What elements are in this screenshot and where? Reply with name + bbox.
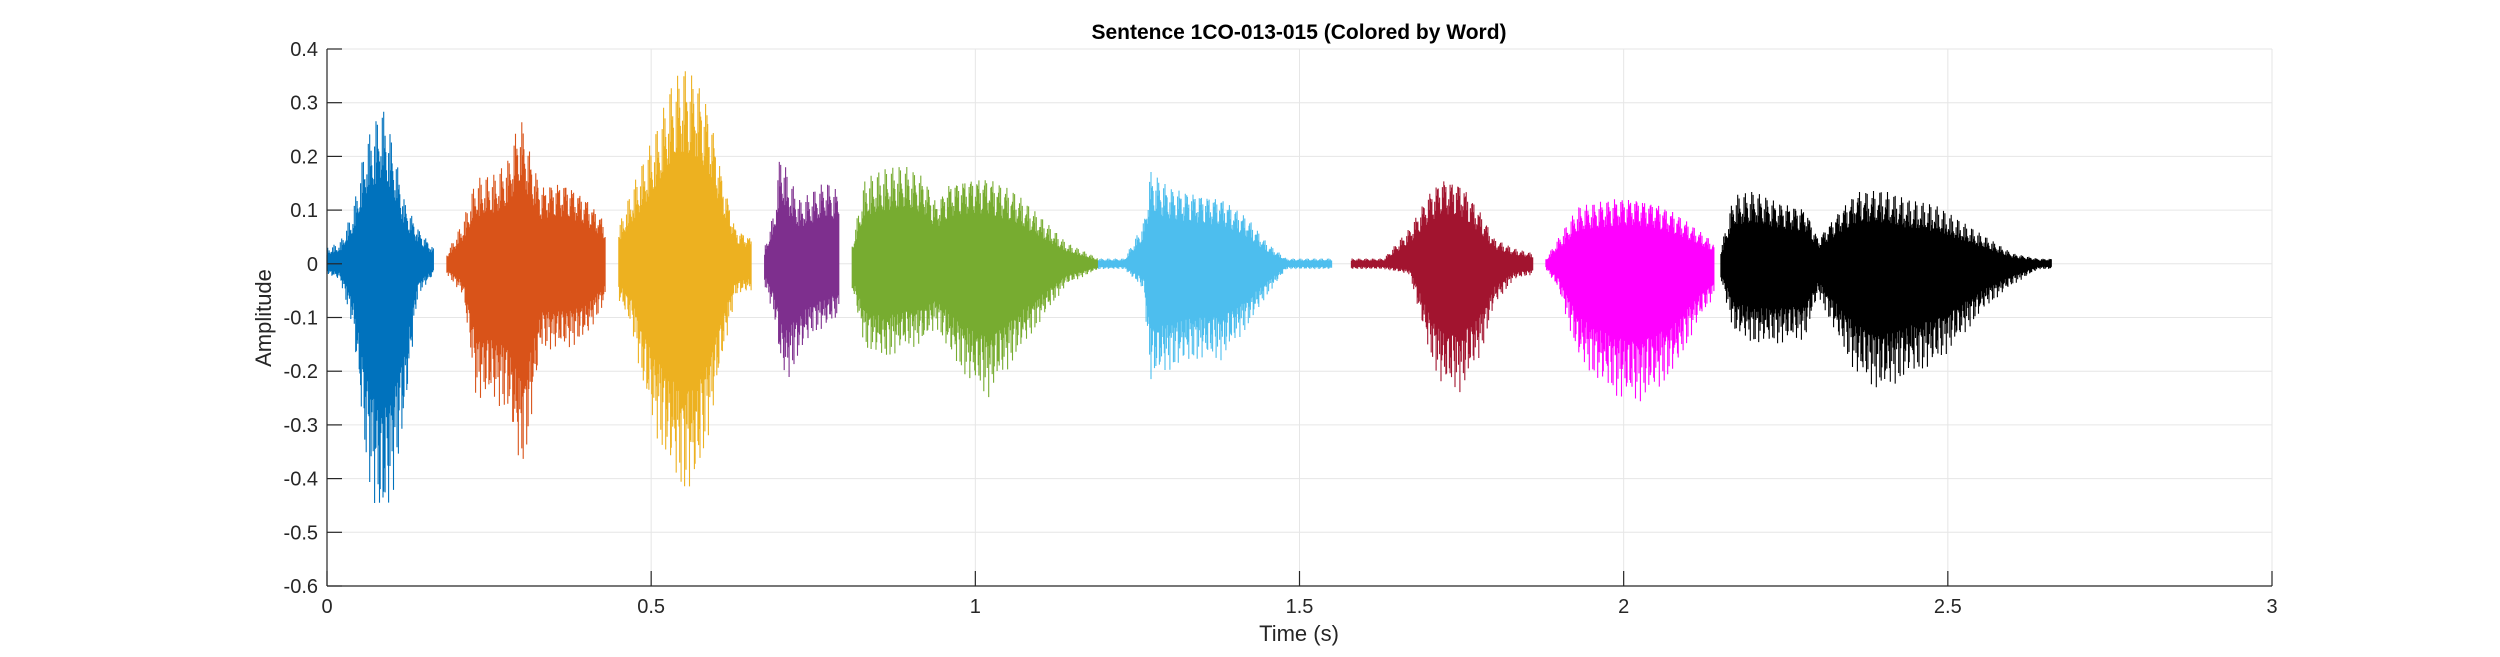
y-tick-label: -0.5	[284, 522, 318, 544]
chart-title: Sentence 1CO-013-015 (Colored by Word)	[1091, 21, 1506, 44]
word-segment-8	[1545, 199, 1715, 402]
word-segment-5	[851, 167, 1099, 398]
tick-labels: 0 0.5 1 1.5 2 2.5 3 -0.6 -0.5 -0.4 -0.3 -0.2 -0.1 0 0.…	[284, 39, 2278, 618]
word-segment-9	[1720, 191, 2052, 388]
word-segment-2	[446, 122, 606, 459]
x-tick-label: 0.5	[637, 596, 665, 618]
y-tick-label: -0.2	[284, 361, 318, 383]
word-segment-7	[1350, 181, 1534, 393]
y-tick-label: 0.2	[290, 146, 318, 168]
axes	[326, 48, 2273, 587]
y-tick-label: -0.1	[284, 308, 318, 330]
y-tick-label: -0.4	[284, 469, 318, 491]
word-segment-3	[618, 71, 752, 487]
word-segment-4	[764, 161, 840, 377]
x-tick-label: 0	[321, 596, 332, 618]
y-tick-label: 0.1	[290, 200, 318, 222]
x-tick-label: 1	[970, 596, 981, 618]
y-tick-label: 0.4	[290, 39, 318, 61]
x-tick-label: 3	[2266, 596, 2277, 618]
word-segment-6	[1097, 172, 1333, 380]
y-axis-title: Amplitude	[251, 269, 276, 367]
y-tick-label: -0.3	[284, 415, 318, 437]
x-tick-label: 1.5	[1286, 596, 1314, 618]
y-tick-label: 0	[307, 254, 318, 276]
y-tick-label: -0.6	[284, 576, 318, 598]
waveform-series	[326, 71, 2052, 503]
x-tick-label: 2.5	[1934, 596, 1962, 618]
x-axis-title: Time (s)	[1259, 621, 1339, 646]
x-tick-label: 2	[1618, 596, 1629, 618]
y-tick-label: 0.3	[290, 93, 318, 115]
